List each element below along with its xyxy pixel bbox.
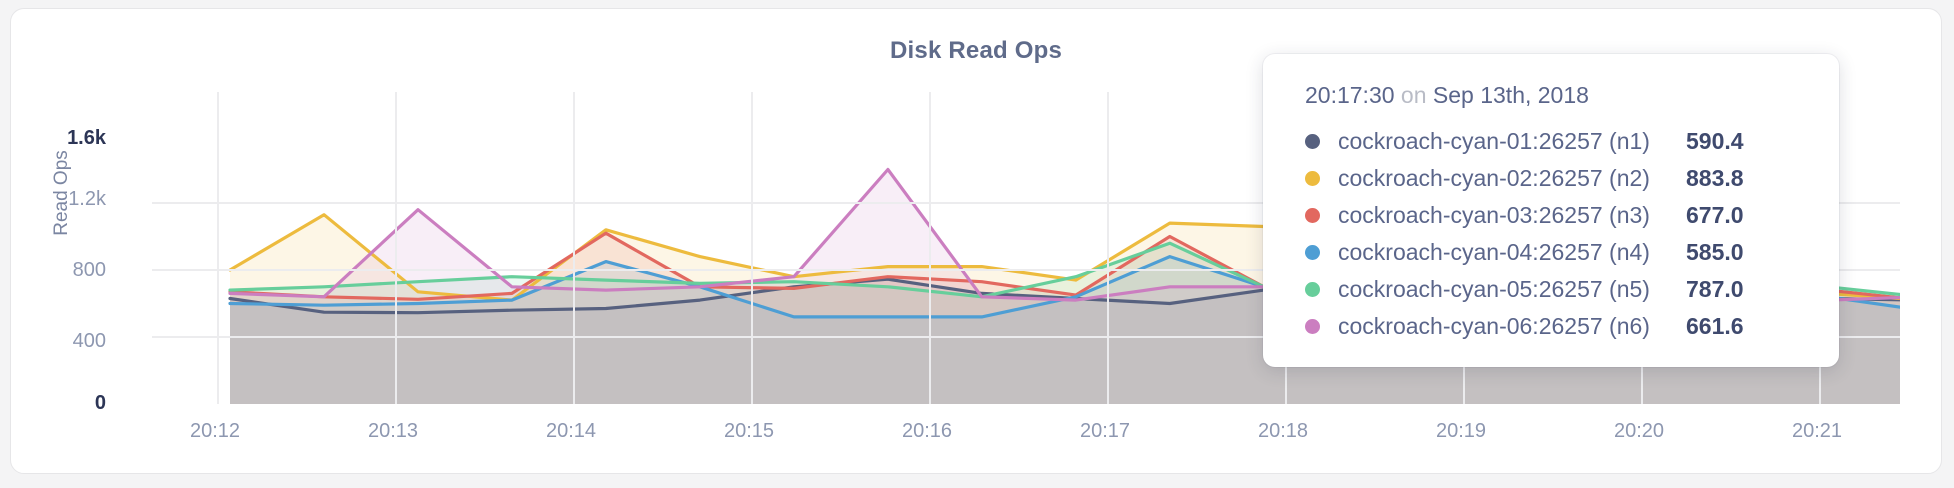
tooltip-series-value: 787.0 — [1686, 276, 1744, 302]
tooltip-date: Sep 13th, 2018 — [1432, 82, 1589, 108]
y-tick-1200: 1.2k — [68, 188, 106, 210]
y-tick-0: 0 — [94, 392, 106, 414]
tooltip-series-label: cockroach-cyan-03:26257 (n3) — [1338, 202, 1650, 228]
x-tick-2014: 20:14 — [545, 420, 597, 442]
tooltip-on-word: on — [1400, 82, 1427, 108]
tooltip-row: cockroach-cyan-05:26257 (n5) 787.0 — [1263, 271, 1839, 308]
tooltip-row: cockroach-cyan-06:26257 (n6) 661.6 — [1263, 308, 1839, 345]
hover-tooltip: 20:17:30 on Sep 13th, 2018 cockroach-cya… — [1263, 54, 1839, 367]
series-color-dot-icon — [1305, 319, 1320, 334]
x-tick-2020: 20:20 — [1613, 420, 1665, 442]
tooltip-timestamp: 20:17:30 on Sep 13th, 2018 — [1263, 78, 1839, 123]
tooltip-row: cockroach-cyan-02:26257 (n2) 883.8 — [1263, 160, 1839, 197]
x-tick-2019: 20:19 — [1435, 420, 1487, 442]
tooltip-series-label: cockroach-cyan-06:26257 (n6) — [1338, 313, 1650, 339]
x-tick-2017: 20:17 — [1079, 420, 1131, 442]
y-tick-800: 800 — [72, 259, 106, 281]
x-tick-2021: 20:21 — [1791, 420, 1843, 442]
series-color-dot-icon — [1305, 282, 1320, 297]
series-color-dot-icon — [1305, 134, 1320, 149]
tooltip-time: 20:17:30 — [1305, 82, 1395, 108]
tooltip-series-label: cockroach-cyan-04:26257 (n4) — [1338, 239, 1650, 265]
tooltip-series-label: cockroach-cyan-02:26257 (n2) — [1338, 165, 1650, 191]
x-tick-2016: 20:16 — [901, 420, 953, 442]
tooltip-series-value: 677.0 — [1686, 202, 1744, 228]
series-color-dot-icon — [1305, 208, 1320, 223]
tooltip-series-label: cockroach-cyan-05:26257 (n5) — [1338, 276, 1650, 302]
tooltip-series-value: 661.6 — [1686, 313, 1744, 339]
y-tick-1600: 1.6k — [67, 127, 106, 149]
series-color-dot-icon — [1305, 171, 1320, 186]
tooltip-series-label: cockroach-cyan-01:26257 (n1) — [1338, 128, 1650, 154]
series-color-dot-icon — [1305, 245, 1320, 260]
tooltip-series-value: 590.4 — [1686, 128, 1744, 154]
x-tick-2013: 20:13 — [367, 420, 419, 442]
x-tick-2018: 20:18 — [1257, 420, 1309, 442]
page-title: Disk Read Ops — [890, 37, 1062, 64]
tooltip-series-list: cockroach-cyan-01:26257 (n1) 590.4 cockroa… — [1263, 123, 1839, 345]
tooltip-row: cockroach-cyan-01:26257 (n1) 590.4 — [1263, 123, 1839, 160]
x-tick-2012: 20:12 — [189, 420, 241, 442]
x-tick-2015: 20:15 — [723, 420, 775, 442]
y-tick-400: 400 — [72, 330, 106, 352]
tooltip-series-value: 883.8 — [1686, 165, 1744, 191]
tooltip-row: cockroach-cyan-03:26257 (n3) 677.0 — [1263, 197, 1839, 234]
tooltip-row: cockroach-cyan-04:26257 (n4) 585.0 — [1263, 234, 1839, 271]
tooltip-series-value: 585.0 — [1686, 239, 1744, 265]
